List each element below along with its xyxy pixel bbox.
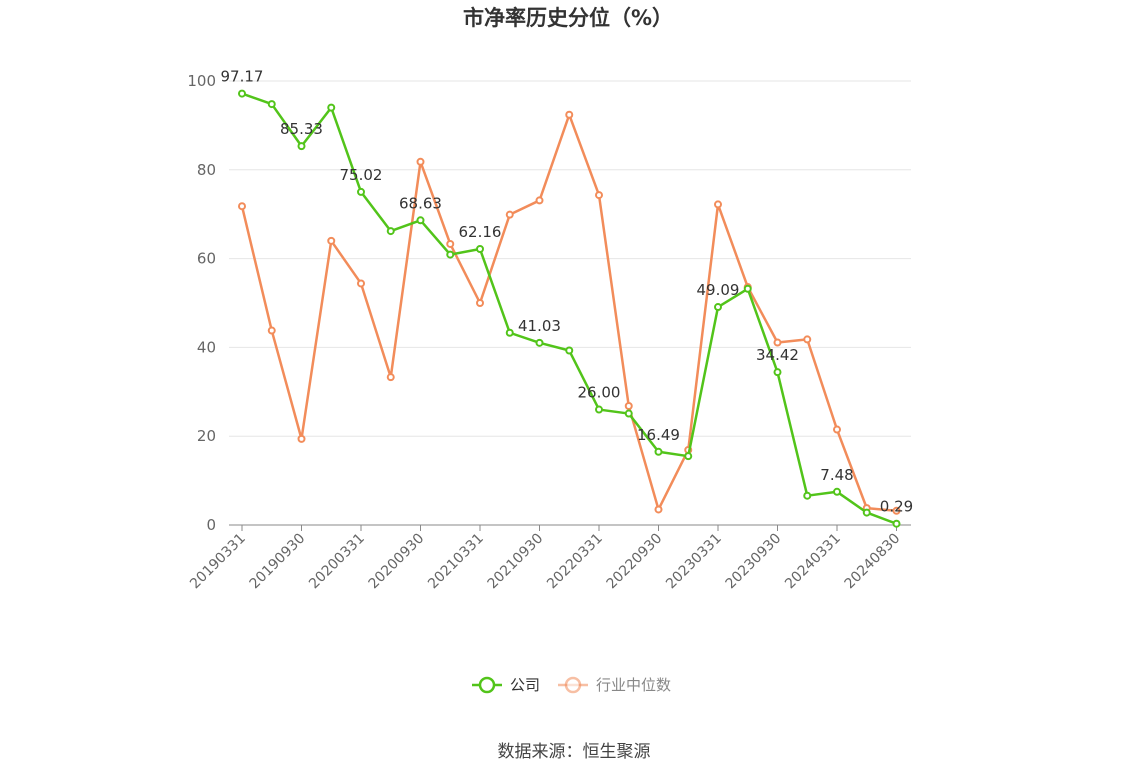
data-label: 97.17 — [221, 68, 264, 86]
y-tick-label: 60 — [197, 250, 216, 268]
data-point — [267, 326, 276, 335]
data-label: 7.48 — [820, 466, 853, 484]
data-point — [595, 191, 603, 200]
data-point — [238, 89, 246, 98]
data-label: 62.16 — [459, 223, 502, 241]
data-point — [743, 284, 752, 293]
data-point — [654, 505, 663, 514]
data-point — [357, 187, 365, 196]
x-tick-label: 20220331 — [544, 531, 606, 593]
y-tick-label: 100 — [187, 72, 216, 90]
data-point — [892, 519, 901, 528]
data-point — [386, 373, 395, 382]
grid-lines — [229, 80, 911, 526]
data-label: 16.49 — [637, 426, 680, 444]
data-point — [624, 402, 633, 411]
data-point — [386, 227, 395, 236]
legend-swatch-marker — [564, 676, 582, 694]
legend-item-1[interactable]: 行业中位数 — [558, 676, 671, 694]
data-point — [684, 452, 693, 461]
series-line-0 — [241, 92, 897, 525]
legend-item-0[interactable]: 公司 — [472, 676, 540, 694]
legend-label: 公司 — [510, 676, 540, 694]
data-point — [267, 100, 276, 109]
x-tick-label: 20200930 — [366, 531, 428, 593]
legend[interactable]: 公司 行业中位数 — [472, 676, 671, 694]
data-point — [624, 409, 633, 418]
y-tick-label: 40 — [197, 338, 216, 356]
data-point — [416, 216, 425, 225]
data-point — [535, 196, 544, 205]
data-point — [565, 110, 574, 119]
data-label: 0.29 — [880, 498, 913, 516]
x-tick-label: 20210331 — [425, 531, 487, 593]
data-point — [505, 210, 514, 219]
data-label: 34.42 — [756, 346, 799, 364]
data-point — [595, 405, 603, 414]
data-label: 85.33 — [280, 120, 323, 138]
data-point — [446, 250, 455, 259]
data-point — [773, 338, 782, 347]
x-tick-label: 20190331 — [187, 531, 249, 593]
data-point — [446, 239, 455, 248]
data-point — [327, 103, 336, 112]
data-point — [297, 434, 306, 443]
data-label: 49.09 — [697, 281, 740, 299]
y-axis-ticks: 0 20 40 60 80 100 — [187, 72, 216, 534]
x-tick-label: 20230930 — [723, 531, 785, 593]
data-point — [833, 487, 841, 496]
y-tick-label: 0 — [206, 516, 216, 534]
legend-swatch-marker — [478, 676, 496, 694]
series-layer — [238, 89, 901, 528]
x-tick-label: 20200331 — [306, 531, 368, 593]
data-point — [833, 425, 841, 434]
data-point — [505, 328, 514, 337]
data-labels: 97.17 85.33 75.02 68.63 62.16 41.03 26.00 16.49… — [221, 68, 914, 516]
data-point — [714, 303, 722, 312]
data-point — [327, 236, 336, 245]
data-point — [476, 299, 484, 307]
x-tick-label: 20190930 — [247, 531, 309, 593]
data-source: 数据来源：恒生聚源 — [498, 742, 651, 762]
data-point — [238, 202, 246, 211]
legend-label: 行业中位数 — [596, 676, 671, 694]
data-point — [773, 368, 782, 377]
data-label: 68.63 — [399, 194, 442, 212]
data-label: 75.02 — [340, 166, 383, 184]
data-point — [654, 447, 663, 456]
data-point — [565, 346, 574, 355]
data-label: 26.00 — [578, 384, 621, 402]
data-point — [714, 200, 722, 209]
data-point — [892, 506, 901, 515]
x-axis: 2019033120190930202003312020093020210331… — [187, 525, 903, 592]
chart-title: 市净率历史分位（%） — [463, 6, 673, 30]
data-point — [297, 142, 306, 151]
y-tick-label: 20 — [197, 427, 216, 445]
x-tick-label: 20210930 — [485, 531, 547, 593]
data-point — [357, 279, 365, 288]
x-tick-label: 20220930 — [604, 531, 666, 593]
data-point — [535, 338, 544, 347]
data-point — [476, 245, 484, 254]
x-tick-label: 20240331 — [782, 531, 844, 593]
data-point — [416, 157, 425, 166]
y-tick-label: 80 — [197, 161, 216, 179]
data-label: 41.03 — [518, 317, 561, 335]
data-point — [862, 508, 871, 517]
data-point — [803, 335, 812, 344]
x-tick-label: 20230331 — [663, 531, 725, 593]
x-tick-label: 20240830 — [842, 531, 904, 593]
data-point — [803, 491, 812, 500]
